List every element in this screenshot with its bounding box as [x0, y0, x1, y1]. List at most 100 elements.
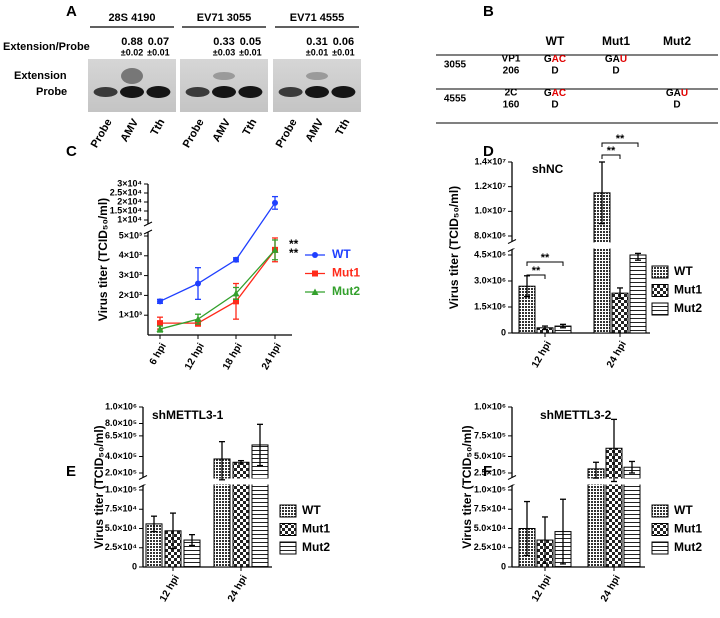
error-bar — [524, 500, 530, 557]
marker — [195, 280, 201, 287]
axis-break — [143, 221, 153, 227]
column-header: Mut1 — [602, 34, 630, 48]
legend-swatch — [279, 541, 297, 555]
y-axis-label: Virus titer (TCID₅₀/ml) — [92, 425, 106, 548]
amino-acid: D — [551, 66, 558, 77]
codon-mark: U — [681, 88, 688, 99]
break-gap — [144, 478, 273, 485]
axis-break — [507, 475, 517, 480]
marker — [232, 289, 240, 297]
error-bar — [611, 418, 617, 483]
marker — [271, 246, 279, 253]
y-axis-label: Virus titer (TCID₅₀/ml) — [447, 186, 461, 309]
legend-label: Mut2 — [332, 284, 360, 298]
marker — [157, 298, 163, 305]
marker — [233, 298, 239, 305]
amino-acid: D — [551, 100, 558, 111]
y-tick-label: 1.0×10⁵ — [474, 484, 506, 494]
gel-title: EV71 3055 — [197, 12, 251, 24]
y-tick-label: 1.2×10⁷ — [475, 181, 507, 191]
marker — [156, 325, 164, 333]
probe-band — [120, 86, 144, 98]
marker — [194, 315, 202, 323]
subtitle: shMETTL3-2 — [540, 408, 612, 422]
error-bar — [617, 287, 623, 299]
legend-swatch — [279, 504, 297, 518]
codon-part: GA — [605, 54, 620, 65]
error-bar — [151, 515, 157, 533]
significance-bracket — [526, 274, 546, 279]
band-label: Probe — [36, 86, 67, 98]
panel-letter: B — [483, 3, 494, 20]
series-line — [159, 249, 276, 330]
codon-part: G — [544, 88, 552, 99]
ratio-value: 0.06 — [333, 36, 354, 48]
y-tick-label: 0 — [501, 561, 506, 571]
codon-mark: AC — [552, 54, 566, 65]
ratio-error: ±0.01 — [147, 47, 169, 57]
lane-label: Probe — [181, 117, 207, 150]
legend-swatch — [279, 523, 297, 536]
lane-label: Probe — [274, 117, 300, 150]
legend-label: WT — [302, 503, 321, 517]
ratio-error: ±0.01 — [306, 47, 328, 57]
error-bar — [189, 534, 195, 547]
error-bar — [257, 423, 263, 467]
y-tick-label: 1.0×10⁶ — [474, 401, 506, 411]
panel-letter: D — [483, 143, 494, 160]
legend-label: Mut2 — [674, 540, 702, 554]
significance-bracket — [526, 261, 564, 266]
lane-label: AMV — [210, 116, 233, 144]
marker — [157, 320, 163, 327]
bar — [611, 292, 629, 334]
panel-letter: A — [66, 3, 77, 20]
y-tick-label: 1.5×10⁴ — [110, 205, 142, 215]
bar — [629, 254, 647, 334]
legend-swatch — [651, 284, 669, 297]
annotation: ** — [289, 237, 299, 251]
x-tick-label: 24 hpi — [605, 339, 629, 370]
legend-swatch — [651, 302, 669, 316]
significance-bracket — [601, 154, 621, 159]
y-tick-label: 8.0×10⁵ — [105, 418, 137, 428]
protein: 2C — [505, 88, 518, 99]
annotation: ** — [532, 265, 541, 277]
y-tick-label: 7.5×10⁵ — [474, 430, 506, 440]
ratio-error: ±0.01 — [332, 47, 354, 57]
ratio-value: 0.33 — [213, 36, 234, 48]
legend-label: WT — [674, 503, 693, 517]
lane-label: AMV — [118, 116, 141, 144]
panel-letter: C — [66, 143, 77, 160]
site: 3055 — [444, 60, 467, 71]
extension-band — [306, 72, 328, 80]
y-tick-label: 2.5×10⁴ — [110, 187, 142, 197]
gel-title: EV71 4555 — [290, 12, 344, 24]
y-tick-label: 2.5×10⁴ — [474, 542, 506, 552]
probe-band — [93, 87, 118, 97]
legend-label: Mut1 — [674, 522, 702, 536]
significance-bracket — [601, 142, 639, 147]
codon-part: G — [544, 54, 552, 65]
legend-label: Mut1 — [674, 283, 702, 297]
axis-break — [507, 239, 517, 244]
x-tick-label: 6 hpi — [148, 341, 169, 367]
column-header: WT — [546, 34, 565, 48]
extension-band — [121, 68, 143, 84]
marker — [272, 199, 278, 206]
ratio-error: ±0.02 — [121, 47, 143, 57]
annotation: ** — [607, 145, 616, 157]
position: 160 — [503, 100, 520, 111]
y-tick-label: 1.0×10⁶ — [105, 401, 137, 411]
lane-label: Tth — [241, 117, 260, 138]
marker — [312, 270, 318, 277]
axis-break — [143, 229, 153, 235]
y-tick-label: 1.5×10⁶ — [474, 301, 506, 311]
marker — [311, 288, 319, 295]
band-label: Extension — [14, 70, 67, 82]
ratio-error: ±0.01 — [239, 47, 261, 57]
x-tick-label: 24 hpi — [260, 341, 284, 372]
y-tick-label: 1×10⁴ — [117, 214, 142, 224]
x-tick-label: 24 hpi — [599, 573, 623, 604]
series-line — [159, 202, 276, 302]
